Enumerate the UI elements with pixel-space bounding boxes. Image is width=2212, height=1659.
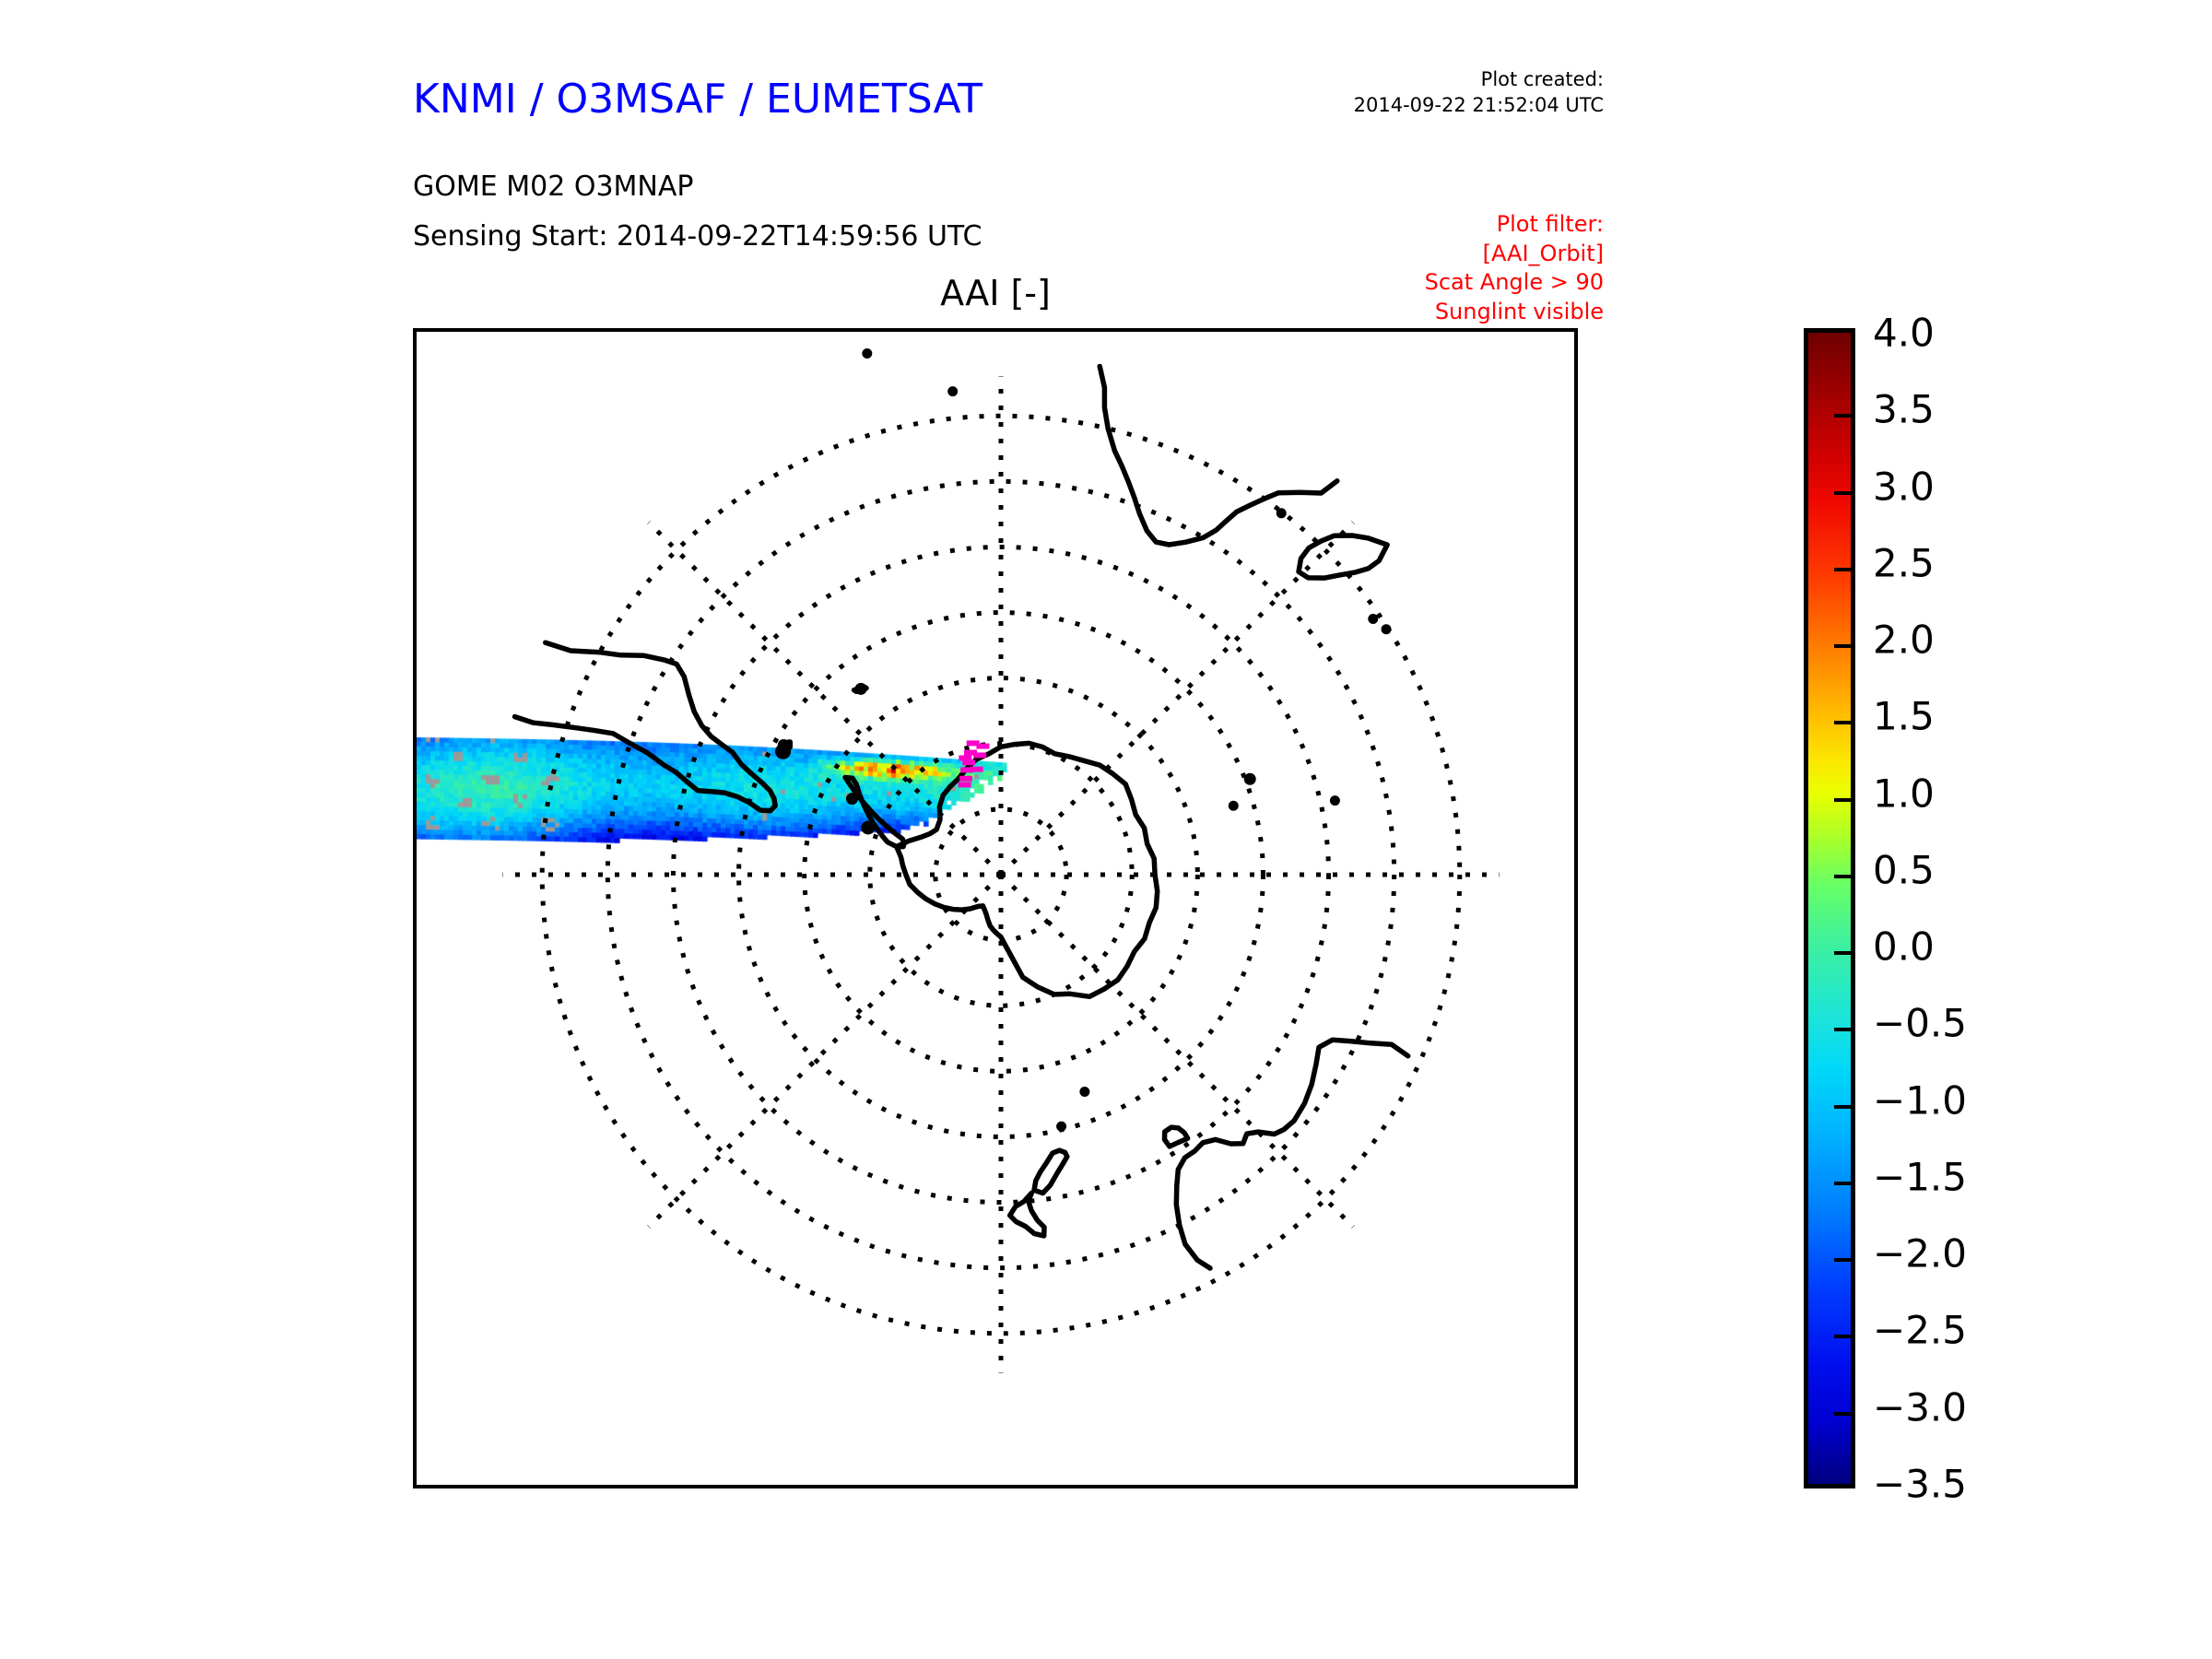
colorbar-tick-mark [1834,1028,1853,1032]
plot-filter-note: Sunglint visible [1434,299,1604,325]
flagged-pixels-layer [958,740,990,788]
graticule-layer [502,376,1500,1373]
island-marker [777,738,790,751]
aai-swath-layer [417,332,1574,1485]
colorbar-tick-mark [1834,1258,1853,1263]
colorbar-tick-mark [1834,1335,1853,1339]
coastline-southern-africa [1097,363,1340,547]
colorbar[interactable] [1804,328,1855,1488]
island-marker [1079,1087,1090,1098]
coastline-layer [512,348,1411,1271]
island-marker [947,386,959,397]
graticule-meridian [999,521,1355,877]
colorbar-tick-mark [1834,567,1853,571]
coastline-nz-south [1031,1147,1070,1196]
plot-created-label: Plot created: [1480,68,1604,90]
graticule-parallel [802,676,1200,1074]
island-marker [1056,1121,1067,1132]
colorbar-tick-label: −1.5 [1873,1154,1967,1200]
graticule-parallel [867,741,1135,1008]
colorbar-tick-mark [1834,874,1853,878]
island-marker [1329,795,1340,806]
sensing-start: Sensing Start: 2014-09-22T14:59:56 UTC [413,220,982,253]
colorbar-tick-label: 2.5 [1873,540,1935,586]
map-plot-area[interactable] [413,328,1578,1488]
colorbar-tick-mark [1834,1411,1853,1416]
island-marker [845,793,858,806]
coastline-australia-south [1173,1037,1411,1271]
plot-title: AAI [-] [940,273,1051,313]
plot-filter-name: [AAI_Orbit] [1482,240,1604,266]
island-marker [854,682,867,695]
island-marker [862,348,873,359]
colorbar-tick-mark [1834,490,1853,495]
colorbar-tick-label: −0.5 [1873,1000,1967,1046]
plot-filter-title: Plot filter: [1496,211,1604,237]
island-marker [1368,613,1379,624]
plot-created-block: Plot created: 2014-09-22 21:52:04 UTC [1354,66,1604,119]
graticule-parallel [736,610,1265,1139]
colorbar-tick-mark [1834,414,1853,418]
island-marker [1276,508,1287,519]
colorbar-tick-mark [1834,797,1853,802]
colorbar-tick-label: 3.0 [1873,464,1935,510]
colorbar-tick-label: 2.0 [1873,617,1935,663]
colorbar-tick-label: −3.5 [1873,1461,1967,1507]
graticule-parallel [539,413,1463,1336]
plot-filter-condition: Scat Angle > 90 [1424,269,1604,296]
colorbar-tick-label: 0.5 [1873,847,1935,893]
graticule-parallel [605,478,1397,1271]
coastline-nz-north [1006,1190,1047,1239]
colorbar-gradient [1808,333,1851,1484]
plot-filter-block: Plot filter: [AAI_Orbit] Scat Angle > 90… [1425,210,1604,327]
coastline-madagascar [1296,533,1390,581]
colorbar-tick-label: 1.0 [1873,771,1935,817]
colorbar-tick-label: −3.0 [1873,1384,1967,1430]
colorbar-tick-mark [1834,1181,1853,1185]
colorbar-tick-label: 1.5 [1873,693,1935,739]
colorbar-tick-label: −2.0 [1873,1230,1967,1277]
dataset-name: GOME M02 O3MNAP [413,171,694,203]
island-marker [1228,800,1239,811]
colorbar-tick-mark [1834,1104,1853,1109]
colorbar-tick-label: 0.0 [1873,924,1935,970]
graticule-meridian [647,873,1003,1229]
colorbar-tick-label: −1.0 [1873,1077,1967,1124]
colorbar-tick-label: −2.5 [1873,1307,1967,1353]
coastline-south-america [512,640,778,814]
colorbar-tick-mark [1834,721,1853,725]
island-marker [1381,624,1392,635]
island-marker [1243,772,1256,785]
colorbar-tick-label: 4.0 [1873,310,1935,356]
graticule-parallel [670,544,1332,1206]
colorbar-tick-mark [1834,644,1853,649]
organisation-title: KNMI / O3MSAF / EUMETSAT [413,76,982,123]
island-marker [861,820,876,835]
colorbar-tick-mark [1834,951,1853,956]
graticule-meridian [999,873,1355,1229]
coastline-tasmania [1161,1124,1191,1149]
colorbar-tick-label: 3.5 [1873,386,1935,432]
plot-created-timestamp: 2014-09-22 21:52:04 UTC [1353,94,1604,117]
